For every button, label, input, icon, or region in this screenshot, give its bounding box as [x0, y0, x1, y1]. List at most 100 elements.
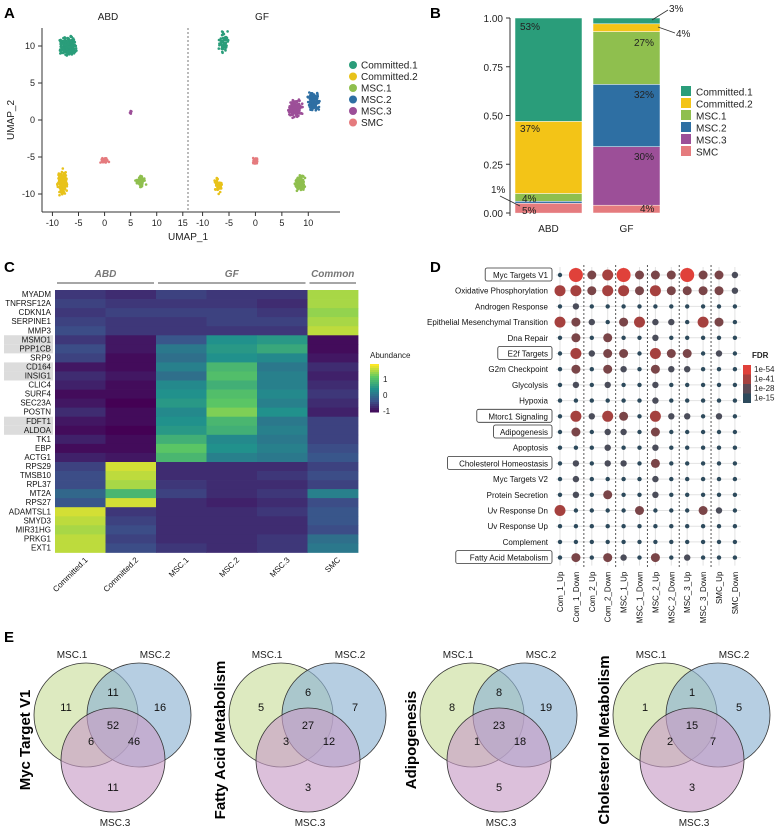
heatmap-cell: [206, 353, 258, 363]
venn-circle-msc-3: [60, 707, 166, 813]
heatmap-cell: [105, 443, 157, 454]
heatmap-cell: [156, 389, 207, 400]
venn-count: 7: [710, 736, 716, 748]
dotplot-dot: [685, 492, 690, 497]
dotplot-dot: [573, 524, 579, 529]
dotplot-legend-swatch: [743, 384, 751, 394]
dotplot-dot: [698, 270, 708, 280]
dotplot-pathway-box: [493, 424, 553, 439]
umap-point: [215, 179, 219, 182]
umap-point: [316, 92, 319, 96]
dotplot-dot: [604, 381, 611, 389]
dotplot-dot: [589, 382, 594, 388]
heatmap-cell: [307, 380, 359, 390]
heatmap-cell: [307, 398, 359, 409]
heatmap-gene-highlight: [4, 371, 53, 381]
dotplot-dot: [637, 476, 642, 482]
dotplot-pathway-label: E2f Targets: [508, 350, 548, 359]
heatmap-gene-label: ALDOA: [24, 426, 52, 435]
umap-point: [141, 179, 144, 183]
umap-facet-abd: ABD: [98, 12, 119, 23]
heatmap-gene-label: CD164: [26, 362, 51, 371]
umap-point: [58, 193, 61, 197]
umap-point: [62, 49, 65, 52]
dotplot-dot: [602, 269, 614, 281]
dotplot-dot: [637, 524, 642, 529]
venn-set-label: MSC.2: [140, 650, 171, 661]
dotplot-dot: [603, 490, 613, 500]
heatmap-cell: [55, 507, 106, 517]
heatmap-cell: [105, 389, 157, 400]
heatmap-cell: [55, 480, 106, 490]
dotplot-dot: [732, 382, 738, 388]
heatmap-cell: [307, 389, 359, 400]
venn-circle-msc-3: [639, 707, 745, 813]
venn-count: 3: [283, 736, 289, 748]
heatmap: ABD GF CommonMYADMTNFRSF12ACDKN1ASERPINE1M…: [4, 269, 411, 594]
venn-set-label: MSC.1: [636, 650, 667, 661]
heatmap-cell: [257, 326, 308, 336]
heatmap-gene-label: SRP9: [30, 353, 51, 362]
umap-point: [59, 183, 62, 187]
heatmap-cell: [105, 525, 157, 535]
umap-point: [290, 101, 294, 104]
heatmap-cell: [55, 516, 106, 526]
dotplot-dot: [668, 366, 675, 373]
bar-segment-committed-2-abd: [514, 121, 583, 194]
dotplot-dot: [637, 492, 642, 497]
dotplot-column-label: SMC_Down: [731, 572, 740, 615]
umap-x-tick-label: -10: [196, 218, 209, 228]
heatmap-gene-label: ACTG1: [24, 453, 51, 462]
dotplot-dot: [652, 334, 659, 341]
heatmap-gene-label: PRKG1: [24, 534, 52, 543]
heatmap-column-label: MSC.2: [218, 555, 242, 579]
dotplot-column-label: Com_1_Up: [556, 571, 565, 612]
panel-a: A ABD GF -10 -5 0 5 10 15 -10 -5 0 5 10 10 5 0 -5 -10 U…: [4, 5, 418, 243]
dotplot-column-label: MSC_2_Up: [651, 571, 660, 613]
heatmap-column-label: MSC.1: [167, 555, 191, 579]
dotplot-dot: [732, 335, 738, 340]
heatmap-cell: [156, 525, 207, 535]
heatmap-cell: [206, 425, 258, 436]
bar-y-tick-label: 0.25: [484, 160, 504, 171]
heatmap-cell: [307, 299, 359, 309]
dotplot-dot: [685, 445, 690, 450]
umap-legend-label: MSC.2: [361, 95, 392, 106]
dotplot-dot: [554, 505, 566, 516]
heatmap-cell: [105, 380, 157, 390]
heatmap-cell: [156, 407, 207, 418]
umap-point: [294, 112, 298, 115]
umap-point: [70, 35, 73, 39]
umap-point: [295, 183, 298, 187]
umap-point: [297, 182, 300, 186]
dotplot-dot: [700, 382, 706, 388]
heatmap-cell: [307, 498, 359, 508]
heatmap-gene-label: RPS29: [26, 462, 52, 471]
dotplot-dot: [650, 553, 660, 563]
venn-count: 15: [686, 720, 698, 732]
umap-point: [298, 106, 302, 110]
heatmap-cell: [55, 317, 106, 327]
heatmap-legend-swatch: [370, 368, 379, 371]
dotplot-dot: [557, 476, 563, 482]
dotplot-dot: [697, 316, 709, 328]
heatmap-cell: [156, 326, 207, 336]
dotplot-pathway-label: Hypoxia: [519, 397, 548, 406]
dotplot-dot: [732, 319, 738, 325]
heatmap-cell: [156, 434, 207, 445]
dotplot-dot: [700, 398, 706, 403]
venn-count: 16: [154, 702, 166, 714]
dotplot-dot: [669, 335, 674, 340]
dotplot-dot: [589, 555, 594, 560]
umap-legend-key: [349, 72, 357, 81]
heatmap-cell: [307, 434, 359, 445]
umap-point: [65, 182, 68, 185]
umap-point: [302, 186, 306, 189]
dotplot-pathway-box: [497, 346, 553, 360]
dotplot-dot: [669, 445, 674, 450]
umap-point: [67, 41, 70, 45]
heatmap-cell: [105, 471, 157, 481]
bar-y-tick-label: 0.75: [484, 63, 504, 74]
venn-count: 8: [449, 702, 455, 714]
